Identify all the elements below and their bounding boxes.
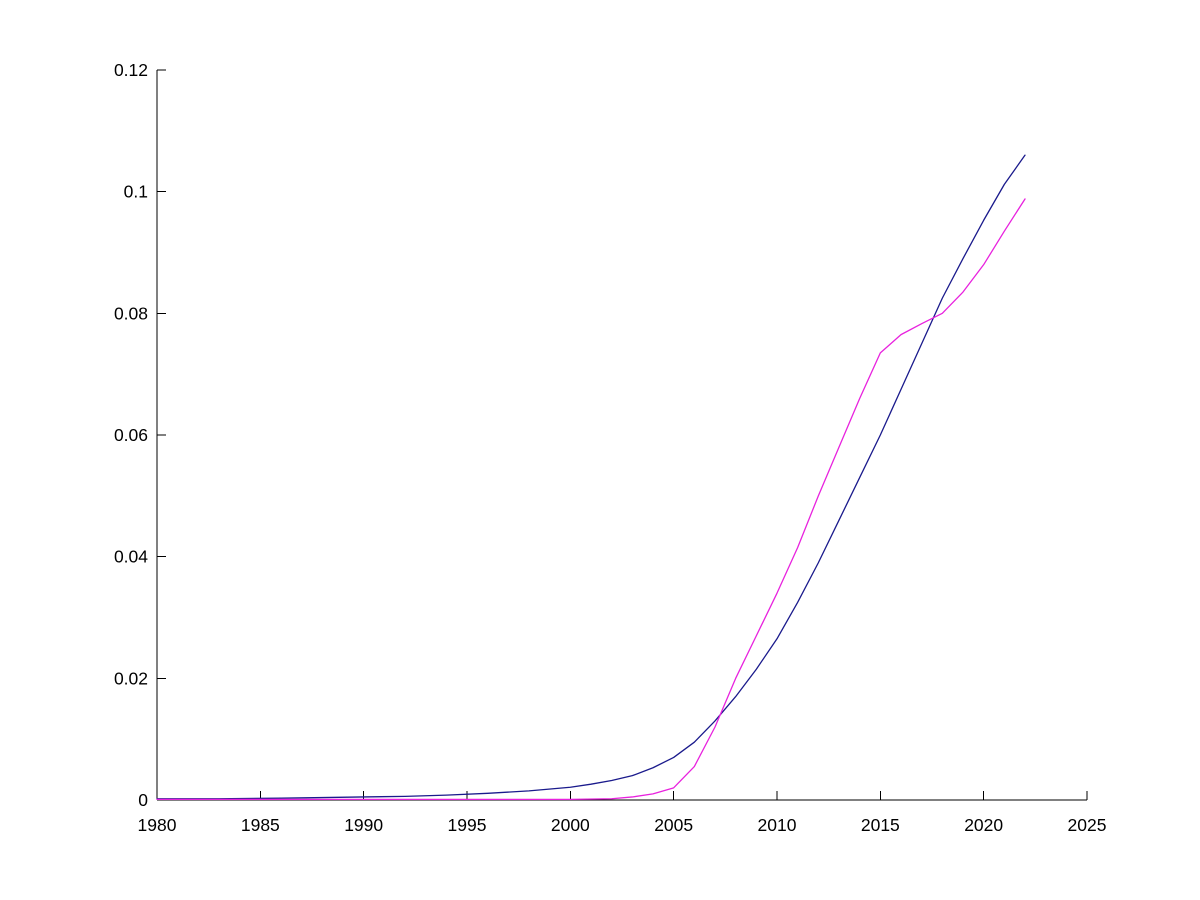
- magenta-line: [156, 198, 1026, 801]
- x-tick-label: 1995: [448, 815, 487, 835]
- tick-label-layer: 1980 1985 1990 1995 2000 2005 2010 2015 2020 2025…: [114, 60, 1107, 835]
- y-tick-label: 0.08: [114, 303, 148, 323]
- x-tick-label: 2020: [964, 815, 1003, 835]
- x-tick-label: 2015: [861, 815, 900, 835]
- y-tick-label: 0.12: [114, 60, 148, 80]
- x-tick-label: 2010: [758, 815, 797, 835]
- dark-blue-line: [156, 154, 1026, 800]
- y-tick-label: 0.02: [114, 668, 148, 688]
- x-tick-label: 2005: [654, 815, 693, 835]
- x-tick-label: 1990: [344, 815, 383, 835]
- y-tick-label: 0.04: [114, 547, 148, 567]
- axes-layer: [156, 69, 1088, 801]
- y-tick-label: 0: [138, 790, 148, 810]
- series-layer: [156, 154, 1026, 801]
- x-tick-label: 2000: [551, 815, 590, 835]
- y-tick-label: 0.06: [114, 425, 148, 445]
- y-tick-label: 0.1: [124, 182, 148, 202]
- x-tick-label: 1980: [138, 815, 177, 835]
- x-tick-label: 1985: [241, 815, 280, 835]
- x-tick-label: 2025: [1068, 815, 1107, 835]
